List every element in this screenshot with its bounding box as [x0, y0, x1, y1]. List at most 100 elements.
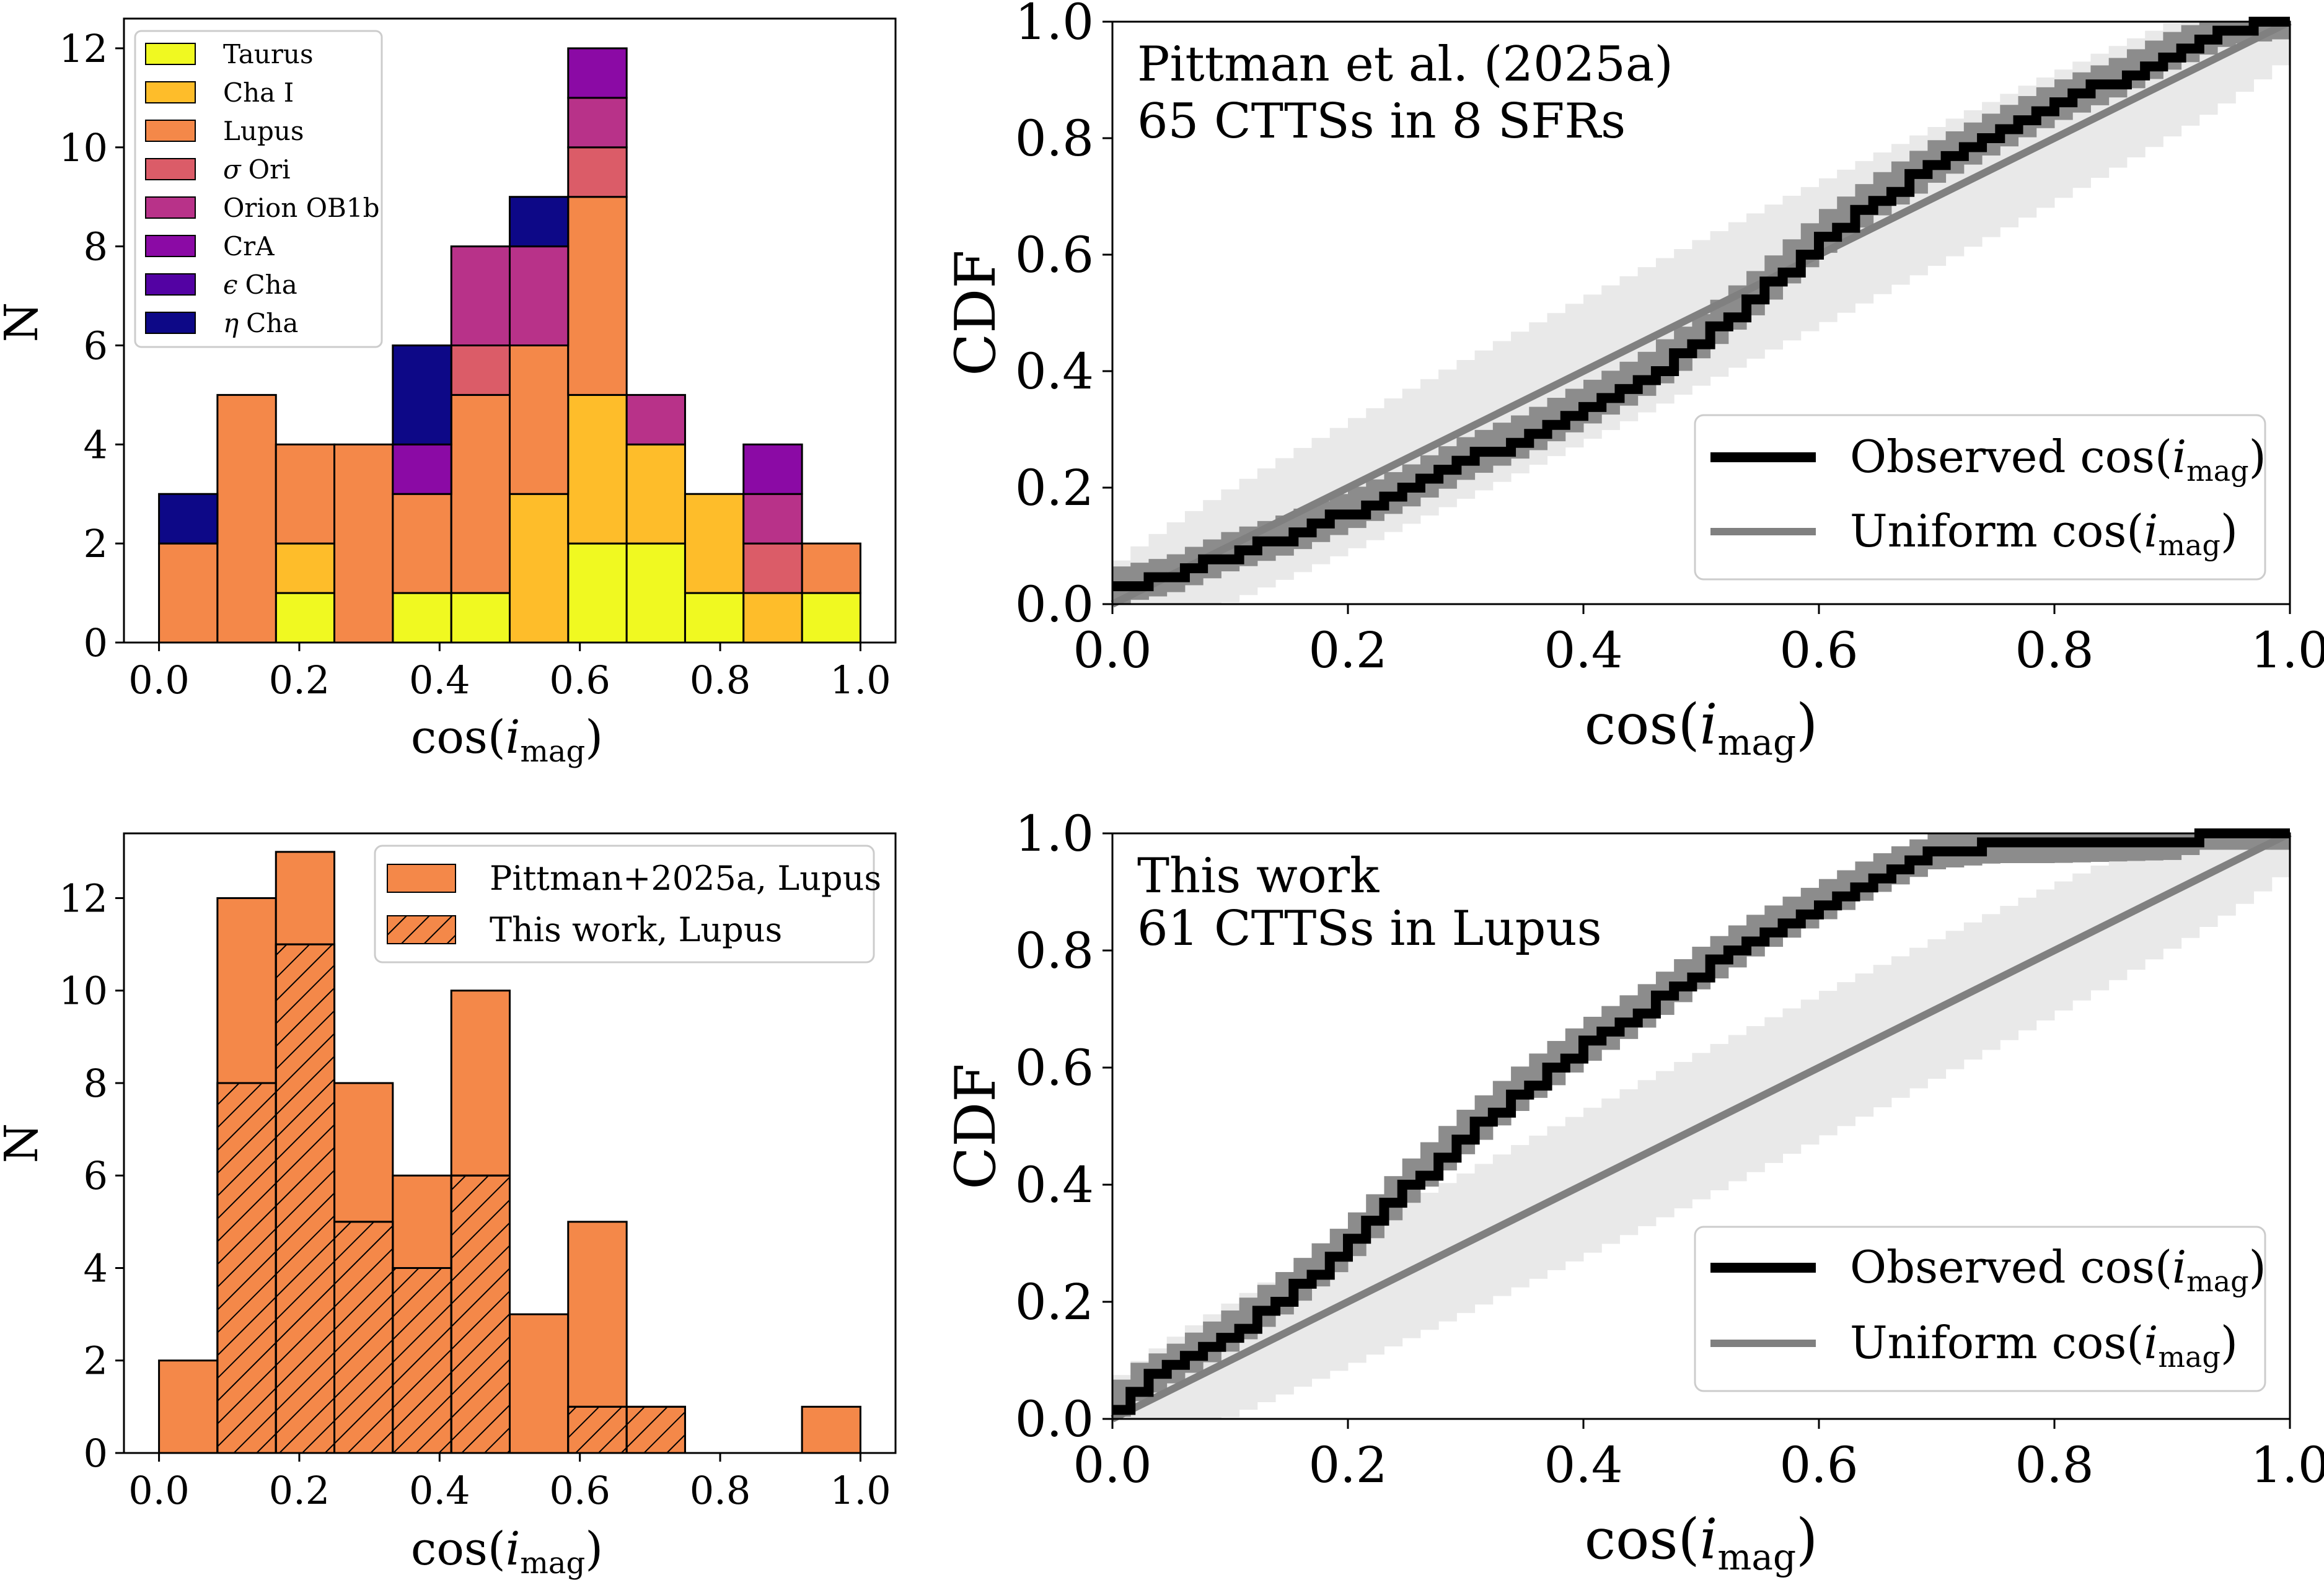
legend-swatch-cha-i — [145, 81, 196, 103]
panel-d: 0.0 0.2 0.4 0.6 0.8 1.0 0.0 0.2 0.4 0.6 0.8 1.0 CDF… — [943, 805, 2324, 1578]
panel-b-ytick-label: 0.0 — [1015, 576, 1094, 633]
bar-cha-i — [625, 443, 686, 545]
bar-lupus — [801, 542, 861, 594]
panel-a-ticks: 0.0 0.2 0.4 0.6 0.8 1.0 0 2 4 6 8 10 12 — [59, 26, 891, 703]
bar-thiswork-lupus-hatch — [392, 1266, 452, 1454]
bar-cha-i — [742, 592, 803, 644]
bar-thiswork-lupus-hatch — [333, 1221, 394, 1454]
legend-label-epsilon-cha: ϵ Cha — [223, 270, 297, 300]
panel-b-ytick-label: 1.0 — [1015, 0, 1094, 51]
panel-d-ytick-label: 0.6 — [1015, 1039, 1094, 1097]
legend-swatch-orion-ob1b — [145, 196, 196, 219]
panel-c-ylabel: N — [0, 1123, 48, 1164]
panel-c-legend-swatch-pittman — [387, 864, 456, 893]
bar-cra — [392, 443, 452, 495]
panel-a-legend-box — [134, 30, 383, 348]
bar-cha-i — [567, 393, 628, 545]
panel-c-legend-box — [374, 845, 875, 963]
legend-label-cha-i: Cha I — [223, 77, 294, 108]
legend-swatch-eta-cha — [145, 312, 196, 334]
legend-label-eta-cha: η Cha — [223, 308, 298, 338]
legend-label-taurus: Taurus — [223, 39, 314, 69]
panel-c-legend: Pittman+2025a, Lupus This work, Lupus — [374, 845, 881, 963]
bar-taurus — [801, 592, 861, 644]
panel-d-ytick-label: 0.2 — [1015, 1273, 1094, 1331]
bar-taurus — [392, 592, 452, 644]
panel-a-xtick-label: 0.8 — [690, 657, 751, 703]
legend-entry-orion-ob1b: Orion OB1b — [145, 193, 380, 223]
panel-b-uniform-line — [1111, 18, 2292, 608]
legend-entry-epsilon-cha: ϵ Cha — [145, 270, 297, 300]
bar-lupus — [333, 443, 394, 644]
panel-c-bars — [158, 851, 861, 1454]
bar-lupus — [158, 542, 219, 644]
bar-lupus — [450, 393, 511, 594]
panel-d-xtick-label: 0.8 — [2015, 1436, 2093, 1494]
panel-b-ytick-label: 0.4 — [1015, 343, 1094, 400]
panel-a-bars — [158, 47, 861, 644]
bar-taurus — [625, 542, 686, 644]
bar-sigma-ori — [567, 146, 628, 198]
panel-b-annotation-line1: Pittman et al. (2025a) — [1137, 37, 1673, 92]
panel-d-ytick-label: 0.4 — [1015, 1156, 1094, 1214]
panel-b-ylabel: CDF — [943, 250, 1008, 375]
panel-c-xtick-label: 0.0 — [128, 1468, 190, 1513]
bar-orion-ob1b — [742, 493, 803, 545]
panel-c-xlabel: cos(imag) — [411, 1522, 603, 1580]
panel-a-xtick-label: 1.0 — [830, 657, 891, 703]
bar-lupus — [275, 443, 336, 545]
panel-c-xtick-label: 0.4 — [409, 1468, 470, 1513]
bar-pittman-lupus — [801, 1405, 861, 1454]
legend-swatch-lupus — [145, 120, 196, 142]
panel-b-xtick-label: 0.6 — [1779, 621, 1858, 679]
panel-b-ytick-label: 0.8 — [1015, 110, 1094, 167]
panel-d-legend-observed-label: Observed cos(imag) — [1850, 1241, 2266, 1298]
panel-a-xlabel: cos(imag) — [411, 711, 603, 769]
panel-d-ytick-label: 0.0 — [1015, 1390, 1094, 1448]
panel-c-legend-label-pittman: Pittman+2025a, Lupus — [490, 859, 881, 898]
bar-lupus — [392, 493, 452, 594]
panel-b-xtick-label: 0.0 — [1073, 621, 1151, 679]
panel-c-xtick-label: 0.6 — [549, 1468, 610, 1513]
panel-c-ytick-label: 6 — [84, 1153, 108, 1198]
panel-c-ytick-label: 0 — [84, 1431, 108, 1476]
legend-label-sigma-ori: σ Ori — [223, 154, 291, 185]
bar-thiswork-lupus-hatch — [275, 943, 336, 1454]
panel-a-xtick-label: 0.4 — [409, 657, 470, 703]
bar-cha-i — [509, 493, 570, 644]
panel-d-xtick-label: 0.2 — [1308, 1436, 1387, 1494]
panel-d-xtick-label: 0.6 — [1779, 1436, 1858, 1494]
bar-pittman-lupus — [158, 1359, 219, 1454]
bar-pittman-lupus — [509, 1313, 570, 1454]
bar-thiswork-lupus-hatch — [216, 1082, 277, 1454]
legend-swatch-sigma-ori — [145, 158, 196, 180]
panel-a-legend: Taurus Cha I Lupus σ Ori Orion OB1b CrA — [134, 30, 383, 348]
panel-c-xtick-label: 1.0 — [830, 1468, 891, 1513]
panel-a-ytick-label: 2 — [84, 521, 108, 566]
bar-taurus — [684, 592, 745, 644]
panel-d-legend-uniform-label: Uniform cos(imag) — [1850, 1317, 2238, 1374]
panel-a-ytick-label: 10 — [59, 125, 108, 170]
bar-taurus — [275, 592, 336, 644]
panel-b-xtick-label: 0.8 — [2015, 621, 2093, 679]
bar-orion-ob1b — [509, 245, 570, 346]
bar-thiswork-lupus-hatch — [450, 1174, 511, 1454]
bar-sigma-ori — [742, 542, 803, 594]
panel-b-legend: Observed cos(imag) Uniform cos(imag) — [1694, 414, 2266, 581]
panel-d-xtick-label: 0.4 — [1544, 1436, 1622, 1494]
panel-d-xlabel: cos(imag) — [1585, 1507, 1818, 1578]
panel-d-uniform-line — [1111, 830, 2292, 1423]
panel-c-ticks: 0.0 0.2 0.4 0.6 0.8 1.0 0 2 4 6 8 10 12 — [59, 876, 891, 1513]
legend-label-cra: CrA — [223, 231, 275, 261]
panel-d-legend-box — [1694, 1226, 2266, 1392]
panel-d-ytick-label: 1.0 — [1015, 805, 1094, 862]
bar-taurus — [450, 592, 511, 644]
panel-b-xtick-label: 1.0 — [2250, 621, 2324, 679]
bar-eta-cha — [158, 493, 219, 545]
bar-lupus — [216, 393, 277, 644]
panel-a-xtick-label: 0.6 — [549, 657, 610, 703]
legend-entry-lupus: Lupus — [145, 116, 304, 146]
panel-b-xlabel: cos(imag) — [1585, 692, 1818, 763]
legend-label-orion-ob1b: Orion OB1b — [223, 193, 380, 223]
